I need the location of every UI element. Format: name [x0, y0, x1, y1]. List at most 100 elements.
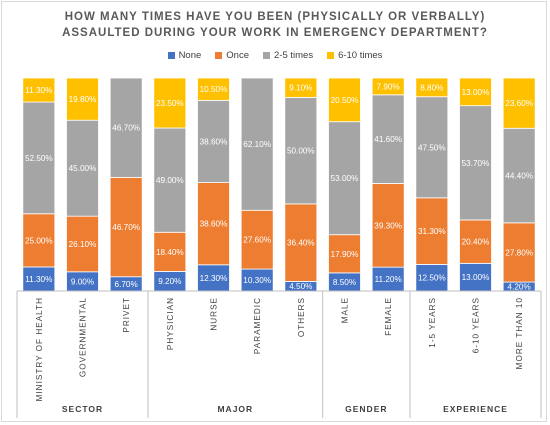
group-label-major: MAJOR	[217, 404, 253, 414]
bar-segment-2-5-times-paramedic	[240, 77, 274, 211]
data-label-6-10-times-others: 9.10%	[289, 84, 312, 93]
legend-label-2-5-times: 2-5 times	[274, 50, 314, 61]
data-label-none-others: 4.50%	[289, 282, 312, 291]
data-label-6-10-times-female: 7.90%	[377, 82, 400, 91]
data-label-2-5-times-others: 50.00%	[287, 147, 315, 156]
legend-label-none: None	[178, 50, 202, 61]
category-label-nurse: NURSE	[210, 297, 219, 331]
legend-label-once: Once	[226, 50, 249, 61]
bar-segment-once-female	[371, 183, 405, 268]
data-label-once-physician: 18.40%	[156, 248, 184, 257]
data-label-6-10-times-1-5-years: 8.80%	[420, 83, 443, 92]
bar-segment-2-5-times-female	[371, 94, 405, 184]
bar-segment-2-5-times-6-10-years	[459, 105, 492, 221]
data-label-6-10-times-physician: 23.50%	[156, 99, 184, 108]
data-label-none-more-than-10: 4.20%	[508, 283, 531, 292]
bar-segment-once-governmental	[66, 215, 99, 273]
bar-segment-6-10-times-physician	[153, 77, 187, 129]
legend-item-2-5-times: 2-5 times	[263, 50, 313, 61]
legend-swatch-6-10-times	[327, 52, 335, 59]
bar-segment-6-10-times-others	[284, 77, 318, 98]
data-label-6-10-times-ministry-of-health: 11.30%	[25, 86, 52, 95]
data-label-2-5-times-physician: 49.00%	[156, 176, 184, 185]
data-label-2-5-times-governmental: 45.00%	[69, 164, 97, 173]
category-label-ministry-of-health: MINISTRY OF HEALTH	[35, 297, 44, 401]
data-label-once-more-than-10: 27.80%	[505, 248, 533, 257]
data-label-none-privet: 6.70%	[115, 280, 138, 289]
data-label-once-governmental: 26.10%	[69, 240, 97, 249]
category-label-6-10-years: 6-10 YEARS	[472, 297, 481, 353]
data-label-none-governmental: 9.00%	[71, 277, 94, 286]
data-label-once-privet: 46.70%	[112, 223, 140, 232]
data-label-none-male: 8.50%	[333, 278, 356, 287]
data-label-2-5-times-male: 53.00%	[331, 174, 359, 183]
group-label-gender: GENDER	[345, 404, 387, 414]
legend-item-once: Once	[215, 50, 249, 61]
data-label-once-ministry-of-health: 25.00%	[25, 236, 53, 245]
data-label-once-female: 39.30%	[374, 221, 402, 230]
chart-title-line-2: ASSAULTED DURING YOUR WORK IN EMERGENCY …	[62, 27, 488, 39]
chart-legend: None Once 2-5 times 6-10 times	[0, 50, 550, 61]
data-label-2-5-times-paramedic: 62.10%	[243, 140, 271, 149]
bar-segment-once-physician	[153, 231, 187, 272]
bar-segment-once-6-10-years	[459, 219, 492, 264]
data-label-6-10-times-governmental: 19.80%	[69, 95, 97, 104]
category-label-privet: PRIVET	[122, 297, 131, 333]
legend-swatch-2-5-times	[263, 52, 270, 59]
data-label-none-nurse: 12.30%	[200, 274, 228, 283]
bar-segment-2-5-times-1-5-years	[415, 96, 449, 199]
bar-segment-6-10-times-6-10-years	[459, 77, 492, 107]
data-label-6-10-times-male: 20.50%	[331, 96, 359, 105]
legend-swatch-once	[215, 52, 223, 59]
data-label-none-paramedic: 10.30%	[243, 276, 271, 285]
data-label-2-5-times-ministry-of-health: 52.50%	[25, 154, 53, 163]
bar-segment-6-10-times-more-than-10	[502, 77, 536, 129]
data-label-2-5-times-female: 41.60%	[374, 135, 402, 144]
bar-segment-none-ministry-of-health	[22, 266, 56, 292]
legend-swatch-none	[167, 52, 175, 59]
bar-segment-once-nurse	[197, 182, 230, 266]
data-label-2-5-times-6-10-years: 53.70%	[462, 159, 490, 168]
data-label-6-10-times-6-10-years: 13.00%	[462, 88, 490, 97]
category-label-paramedic: PARAMEDIC	[253, 297, 262, 354]
bar-segment-none-nurse	[197, 264, 230, 292]
data-label-none-female: 11.20%	[375, 275, 402, 284]
bar-segment-6-10-times-male	[328, 77, 361, 123]
legend-item-none: None	[167, 50, 202, 61]
data-label-2-5-times-1-5-years: 47.50%	[418, 143, 446, 152]
bar-segment-6-10-times-female	[371, 77, 405, 96]
bar-segment-6-10-times-1-5-years	[415, 77, 449, 98]
category-label-others: OTHERS	[297, 297, 306, 337]
bar-segment-once-ministry-of-health	[22, 213, 56, 268]
data-label-2-5-times-nurse: 38.60%	[200, 137, 228, 146]
data-label-once-male: 17.90%	[331, 250, 359, 259]
bar-segment-2-5-times-more-than-10	[502, 127, 536, 224]
category-label-1-5-years: 1-5 YEARS	[428, 297, 437, 348]
bar-segment-6-10-times-ministry-of-health	[22, 77, 56, 103]
group-label-experience: EXPERIENCE	[443, 404, 508, 414]
data-label-2-5-times-privet: 46.70%	[112, 124, 140, 133]
data-label-none-ministry-of-health: 11.30%	[25, 275, 52, 284]
bar-segment-6-10-times-nurse	[197, 77, 230, 101]
bar-segment-2-5-times-physician	[153, 127, 187, 233]
data-label-once-paramedic: 27.60%	[243, 236, 271, 245]
data-label-6-10-times-more-than-10: 23.60%	[505, 99, 533, 108]
data-label-none-1-5-years: 12.50%	[418, 274, 446, 283]
data-label-6-10-times-nurse: 10.50%	[200, 85, 228, 94]
bar-segment-2-5-times-privet	[109, 77, 143, 178]
category-label-male: MALE	[341, 297, 350, 323]
bar-segment-6-10-times-governmental	[66, 77, 99, 121]
bar-segment-once-1-5-years	[415, 197, 449, 265]
data-label-none-physician: 9.20%	[158, 277, 181, 286]
legend-item-6-10-times: 6-10 times	[327, 50, 382, 61]
category-label-governmental: GOVERNMENTAL	[79, 297, 88, 377]
data-label-once-nurse: 38.60%	[200, 220, 228, 229]
group-label-sector: SECTOR	[62, 404, 103, 414]
data-label-2-5-times-more-than-10: 44.40%	[505, 172, 533, 181]
chart-title-line-1: HOW MANY TIMES HAVE YOU BEEN (PHYSICALLY…	[64, 11, 486, 23]
data-label-once-others: 36.40%	[287, 239, 315, 248]
data-label-none-6-10-years: 13.00%	[462, 273, 490, 282]
category-label-female: FEMALE	[384, 297, 393, 336]
data-label-once-6-10-years: 20.40%	[462, 238, 490, 247]
